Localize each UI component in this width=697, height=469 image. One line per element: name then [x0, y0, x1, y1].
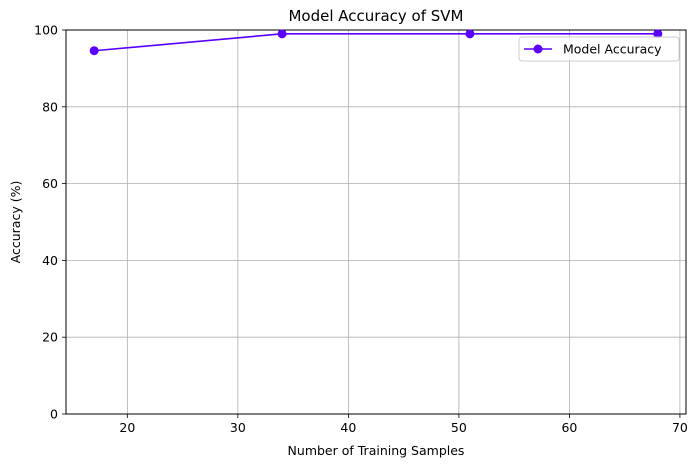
- legend-label: Model Accuracy: [563, 42, 662, 57]
- legend: Model Accuracy: [518, 36, 680, 62]
- legend-box: [518, 36, 680, 62]
- data-point: [277, 29, 287, 39]
- series-layer: [89, 29, 663, 56]
- data-point: [465, 29, 475, 39]
- series-line: [94, 33, 658, 52]
- y-tick-label: 80: [42, 99, 58, 114]
- x-tick-label: 40: [340, 420, 356, 435]
- data-point: [653, 29, 663, 39]
- ticks-layer: 20 30 40 50 60 70 0 20 40 60 80 100: [34, 23, 688, 436]
- x-tick-label: 30: [230, 420, 246, 435]
- data-point: [89, 46, 99, 56]
- x-tick-label: 20: [119, 420, 135, 435]
- y-tick-label: 0: [50, 407, 58, 422]
- grid-layer: [66, 29, 686, 415]
- y-tick-label: 60: [42, 176, 58, 191]
- x-tick-label: 70: [672, 420, 688, 435]
- plot-frame: [65, 29, 687, 415]
- x-tick-label: 60: [561, 420, 577, 435]
- y-tick-label: 20: [42, 330, 58, 345]
- y-tick-label: 100: [34, 23, 58, 38]
- x-tick-label: 50: [451, 420, 467, 435]
- y-axis-label: Accuracy (%): [8, 181, 23, 264]
- legend-marker-swatch: [533, 44, 543, 54]
- x-axis-label: Number of Training Samples: [288, 443, 465, 458]
- chart-title: Model Accuracy of SVM: [288, 7, 463, 25]
- axes-layer: [65, 29, 687, 415]
- y-tick-label: 40: [42, 253, 58, 268]
